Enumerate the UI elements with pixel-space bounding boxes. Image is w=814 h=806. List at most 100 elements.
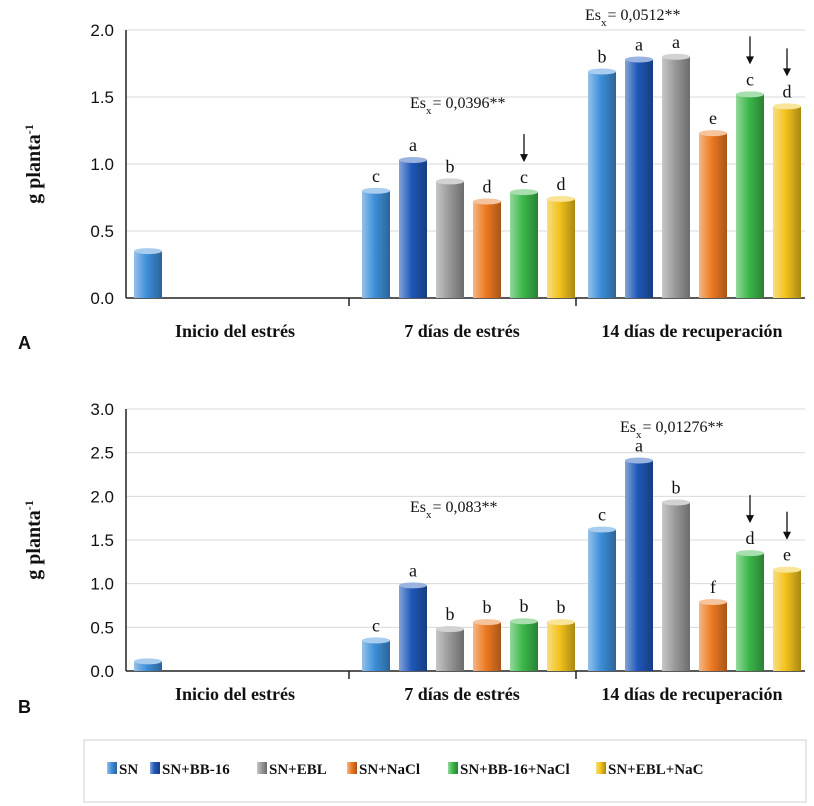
legend-swatch	[448, 762, 458, 774]
bar-cap	[362, 187, 390, 194]
bar	[134, 251, 162, 298]
y-tick-label: 2.5	[90, 444, 114, 463]
significance-letter: c	[598, 505, 606, 525]
legend-swatch	[347, 762, 357, 774]
bar-cap	[588, 68, 616, 75]
bar	[699, 602, 727, 671]
bar	[436, 181, 464, 298]
bar	[362, 640, 390, 671]
bar-cap	[662, 499, 690, 506]
chart-panel-b: 0.0 0.5 1.0 1.5 2.0 2.5 3.0 g planta-1 Inicio de…	[18, 400, 805, 717]
arrow-head	[783, 531, 791, 540]
legend-swatch	[107, 762, 117, 774]
bar	[510, 621, 538, 671]
bar-cap	[773, 566, 801, 573]
bar	[588, 529, 616, 671]
panel-label: B	[18, 697, 31, 717]
y-tick-label: 2.0	[90, 21, 114, 40]
x-category-label: 14 días de recuperación	[601, 321, 782, 341]
bar	[773, 106, 801, 298]
significance-letter: b	[520, 596, 529, 616]
legend: SN SN+BB-16 SN+EBL SN+NaCl SN+BB-16+NaCl SN+E…	[83, 739, 807, 803]
bar-cap	[736, 91, 764, 98]
es-annotation: Esx= 0,0396**	[410, 95, 506, 117]
es-annotation: Esx= 0,0512**	[585, 7, 681, 29]
significance-letter: d	[483, 177, 492, 197]
bar-cap	[773, 103, 801, 110]
bar	[588, 71, 616, 298]
y-axis-label: g planta-1	[22, 500, 45, 579]
panel-label: A	[18, 333, 31, 353]
bar-cap	[134, 658, 162, 665]
y-tick-label: 1.5	[90, 531, 114, 550]
bar	[773, 569, 801, 671]
significance-letter: a	[672, 32, 680, 52]
legend-label: SN+BB-16+NaCl	[460, 762, 570, 778]
bar	[436, 629, 464, 671]
bar	[547, 198, 575, 298]
bar-cap	[547, 619, 575, 626]
significance-letter: c	[372, 166, 380, 186]
significance-letter: e	[783, 545, 791, 565]
significance-letter: d	[746, 528, 755, 548]
bar-cap	[510, 189, 538, 196]
significance-letter: a	[635, 436, 643, 456]
y-tick-label: 0.5	[90, 222, 114, 241]
bar	[473, 622, 501, 671]
significance-letter: b	[446, 604, 455, 624]
significance-letter: c	[520, 167, 528, 187]
significance-letter: b	[557, 597, 566, 617]
bar-cap	[510, 618, 538, 625]
bar-cap	[625, 457, 653, 464]
bar-cap	[699, 130, 727, 137]
significance-letter: a	[409, 560, 417, 580]
significance-letter: c	[372, 615, 380, 635]
y-tick-label: 0.0	[90, 662, 114, 681]
bar	[399, 585, 427, 671]
bar-cap	[547, 195, 575, 202]
y-axis-label: g planta-1	[22, 124, 45, 203]
bar	[736, 94, 764, 298]
bar	[736, 553, 764, 671]
arrow-head	[783, 68, 791, 77]
es-annotation: Esx= 0,083**	[410, 499, 498, 521]
x-category-label: Inicio del estrés	[175, 684, 295, 704]
significance-letter: b	[598, 47, 607, 67]
significance-letter: b	[483, 597, 492, 617]
significance-letter: f	[710, 577, 716, 597]
bar	[547, 622, 575, 671]
chart-panel-a: 0.0 0.5 1.0 1.5 2.0 g planta-1 Inicio del estr…	[18, 7, 805, 353]
bar-cap	[699, 599, 727, 606]
x-category-label: 7 días de estrés	[404, 684, 520, 704]
bar-cap	[399, 582, 427, 589]
bar	[362, 190, 390, 298]
significance-letter: c	[746, 69, 754, 89]
legend-swatch	[257, 762, 267, 774]
legend-label: SN+EBL	[269, 762, 327, 778]
es-annotation: Esx= 0,01276**	[620, 419, 724, 441]
significance-letter: e	[709, 108, 717, 128]
y-tick-label: 1.0	[90, 575, 114, 594]
y-tick-label: 3.0	[90, 400, 114, 419]
significance-letter: d	[557, 174, 566, 194]
bar	[510, 192, 538, 298]
bar-cap	[399, 156, 427, 163]
legend-swatch	[150, 762, 160, 774]
bar	[662, 502, 690, 671]
arrow-head	[746, 56, 754, 65]
x-category-label: Inicio del estrés	[175, 321, 295, 341]
bar-cap	[362, 637, 390, 644]
y-tick-label: 1.5	[90, 88, 114, 107]
bar-cap	[473, 198, 501, 205]
significance-letter: a	[409, 135, 417, 155]
bar-cap	[625, 56, 653, 63]
significance-letter: d	[783, 81, 792, 101]
significance-letter: a	[635, 34, 643, 54]
bar-cap	[662, 53, 690, 60]
x-category-label: 14 días de recuperación	[601, 684, 782, 704]
y-tick-label: 0.0	[90, 289, 114, 308]
bar	[134, 661, 162, 671]
bar	[662, 56, 690, 298]
arrow-head	[520, 154, 528, 163]
